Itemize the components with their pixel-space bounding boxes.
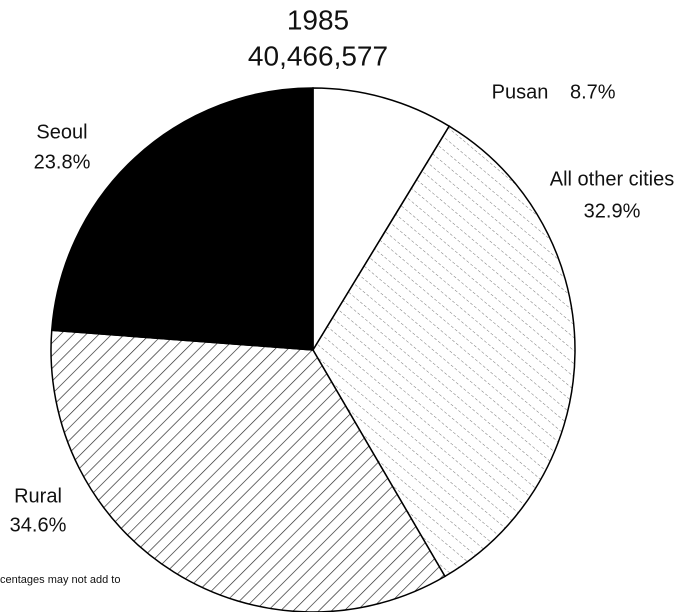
pie-slice [50,329,446,612]
slice-value-label: 32.9% [584,200,641,222]
footnote: centages may not add to [0,574,120,586]
slice-value-label: 8.7% [570,81,616,103]
chart-subtitle: 40,466,577 [248,40,388,71]
slice-value-label: 34.6% [10,514,67,536]
pie-slice [312,125,576,578]
pie-slice [50,87,314,351]
pie-slice [312,87,451,353]
chart-title: 1985 [287,4,349,35]
slice-label: All other cities [550,168,675,190]
slice-value-label: 23.8% [34,151,91,173]
slice-label: Seoul [36,121,87,143]
slice-label: Rural [14,485,62,507]
slice-label: Pusan [492,81,549,103]
